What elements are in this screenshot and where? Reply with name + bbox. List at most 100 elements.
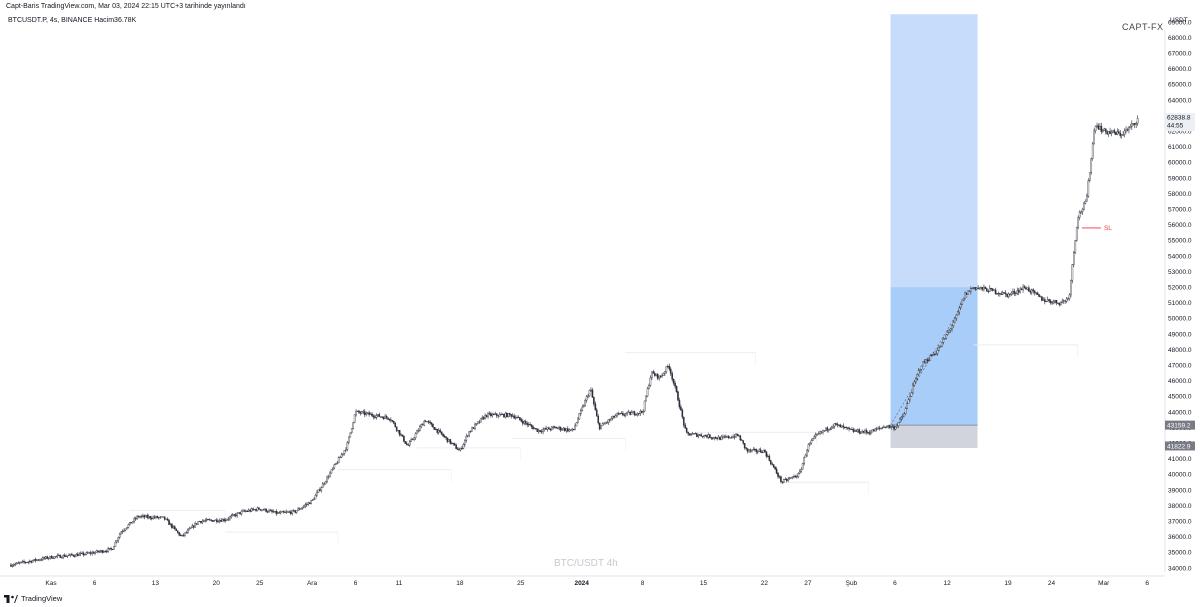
- candle: [205, 517, 208, 522]
- candle: [92, 551, 95, 554]
- candle: [178, 531, 180, 537]
- candle: [767, 454, 769, 458]
- candle: [965, 292, 968, 296]
- candle: [962, 297, 965, 302]
- candle: [272, 509, 275, 513]
- candle: [239, 512, 241, 516]
- candle: [94, 551, 96, 556]
- candle: [511, 413, 514, 418]
- candle: [780, 475, 782, 484]
- candle: [440, 431, 443, 436]
- candle: [771, 461, 774, 466]
- candle: [1074, 239, 1077, 255]
- candle: [571, 427, 573, 432]
- candle: [729, 437, 731, 439]
- candle: [236, 512, 238, 518]
- candle: [439, 428, 441, 434]
- candle: [1070, 279, 1072, 298]
- price-label-1: 43159.2: [1165, 420, 1195, 430]
- candle: [909, 394, 911, 402]
- candle: [300, 507, 302, 510]
- candle: [1129, 123, 1132, 129]
- candle: [1013, 288, 1016, 296]
- candle: [194, 521, 196, 528]
- candle: [739, 434, 742, 442]
- candle: [507, 413, 510, 418]
- candle: [568, 428, 571, 433]
- candle: [353, 414, 356, 424]
- candle: [801, 462, 804, 470]
- candle: [616, 412, 618, 418]
- price-tick: 48000.0: [1168, 347, 1192, 354]
- candle: [1104, 128, 1107, 135]
- candle: [313, 497, 315, 501]
- candle: [1120, 134, 1123, 139]
- price-tick: 45000.0: [1168, 394, 1192, 401]
- candle: [955, 314, 958, 321]
- candle: [597, 414, 600, 425]
- candle: [388, 418, 391, 422]
- candle: [754, 447, 756, 452]
- symbol-info[interactable]: BTCUSDT.P, 4s, BINANCE Hacim36.78K: [8, 17, 137, 24]
- candle: [848, 426, 850, 432]
- candle: [912, 382, 914, 395]
- candle: [187, 528, 189, 534]
- candle: [339, 455, 341, 458]
- candle: [535, 428, 537, 430]
- candle: [506, 412, 508, 418]
- candle: [875, 427, 878, 432]
- candle: [867, 431, 869, 435]
- candle: [191, 523, 194, 528]
- candle: [1028, 285, 1030, 292]
- stop-loss-label: SL: [1104, 225, 1112, 232]
- candle: [131, 521, 134, 524]
- candle: [455, 443, 457, 449]
- candle: [859, 431, 862, 434]
- candle: [516, 415, 518, 419]
- candle: [790, 477, 792, 479]
- candle: [156, 515, 159, 519]
- candle: [624, 412, 627, 418]
- candle: [704, 434, 707, 437]
- candle: [497, 414, 499, 419]
- candle: [1033, 290, 1036, 296]
- candle: [667, 364, 669, 369]
- candle: [198, 520, 201, 523]
- candle: [427, 420, 430, 424]
- candle: [14, 562, 17, 567]
- time-tick: 12: [943, 580, 951, 587]
- candle: [76, 552, 79, 557]
- candle: [255, 508, 257, 513]
- candle: [287, 510, 289, 513]
- candle: [762, 449, 765, 454]
- price-tick: 37000.0: [1168, 519, 1192, 526]
- candle: [877, 426, 879, 430]
- candle: [720, 435, 723, 441]
- candle: [553, 425, 556, 429]
- candle: [784, 477, 787, 481]
- candle: [298, 507, 301, 511]
- price-tick: 60000.0: [1168, 160, 1192, 167]
- candle: [1016, 287, 1019, 295]
- candle: [419, 424, 421, 432]
- candle: [746, 448, 749, 454]
- candle: [627, 409, 630, 413]
- candle: [552, 425, 555, 430]
- candle: [574, 423, 576, 431]
- price-axis: 34000.0 35000.0 36000.0 37000.0 38000.0 39000…: [1168, 19, 1192, 572]
- time-tick: 15: [700, 580, 708, 587]
- candle: [249, 508, 252, 513]
- candle: [665, 366, 668, 374]
- candle: [835, 422, 837, 426]
- candle: [748, 449, 750, 454]
- candle: [189, 527, 192, 529]
- footer: TradingView: [4, 594, 62, 603]
- candle: [1117, 128, 1120, 135]
- candle: [166, 517, 169, 521]
- price-tick: 49000.0: [1168, 331, 1192, 338]
- candle: [319, 487, 321, 492]
- published-line: Capt-Baris TradingView.com, Mar 03, 2024…: [6, 3, 246, 10]
- candle: [896, 423, 898, 429]
- candle: [329, 471, 331, 478]
